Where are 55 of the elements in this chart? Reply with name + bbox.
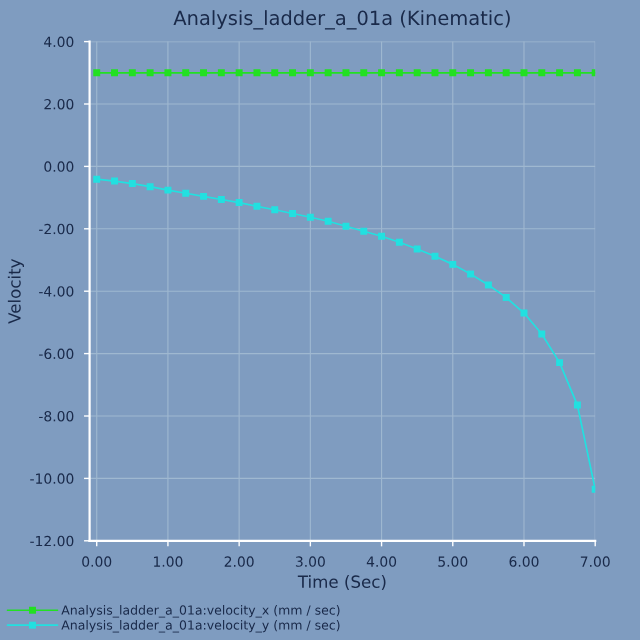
- point: [484, 281, 492, 289]
- point: [182, 189, 190, 197]
- point: [93, 175, 101, 183]
- point: [378, 69, 386, 77]
- point: [538, 330, 546, 338]
- point: [235, 199, 243, 207]
- point: [111, 177, 118, 185]
- point: [502, 293, 510, 301]
- point: [378, 232, 386, 240]
- point: [538, 69, 546, 77]
- point: [467, 69, 475, 77]
- chart-title: Analysis_ladder_a_01a (Kinematic): [173, 10, 510, 30]
- point: [395, 238, 403, 246]
- point: [289, 69, 297, 77]
- point: [200, 192, 208, 200]
- point: [342, 222, 350, 230]
- point: [573, 401, 581, 409]
- point: [164, 69, 172, 77]
- point: [449, 260, 457, 268]
- point: [324, 217, 332, 225]
- point: [146, 69, 154, 77]
- point: [573, 69, 581, 77]
- point: [182, 69, 190, 77]
- point: [146, 183, 154, 191]
- point: [413, 245, 421, 253]
- point: [289, 210, 297, 217]
- x-axis-title: Time (Sec): [297, 575, 386, 590]
- point: [253, 69, 261, 77]
- point: [395, 69, 403, 77]
- point: [128, 180, 136, 188]
- point: [200, 69, 208, 77]
- point: [556, 359, 564, 367]
- point: [271, 69, 279, 77]
- point: [502, 69, 510, 77]
- point: [342, 69, 350, 77]
- point: [253, 202, 261, 210]
- point: [449, 69, 457, 77]
- point: [217, 196, 225, 203]
- point: [93, 69, 101, 77]
- y-axis-title: Velocity: [7, 259, 24, 324]
- point: [360, 69, 368, 77]
- point: [413, 69, 421, 77]
- point: [128, 69, 136, 77]
- point: [306, 213, 314, 221]
- point: [467, 270, 475, 278]
- point: [484, 69, 492, 77]
- point: [556, 69, 564, 77]
- point: [271, 206, 279, 214]
- point: [306, 69, 314, 77]
- point: [111, 69, 118, 77]
- point: [164, 186, 172, 194]
- point: [324, 69, 332, 77]
- point: [217, 69, 225, 77]
- point: [235, 69, 243, 77]
- point: [360, 227, 368, 235]
